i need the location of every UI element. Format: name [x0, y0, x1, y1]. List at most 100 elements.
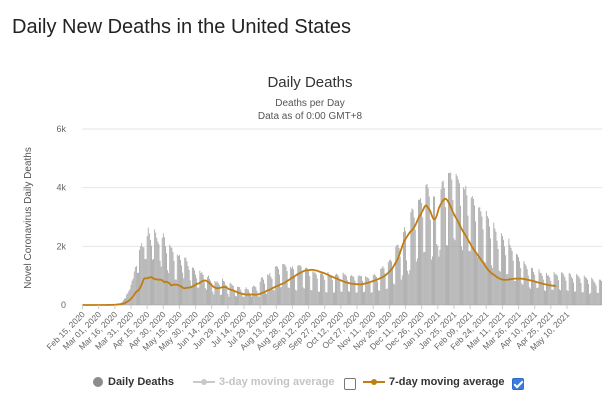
daily-deaths-bar[interactable] [475, 221, 476, 305]
daily-deaths-bar[interactable] [322, 272, 324, 305]
daily-deaths-bar[interactable] [472, 198, 474, 305]
daily-deaths-bar[interactable] [250, 295, 251, 305]
daily-deaths-bar[interactable] [128, 291, 130, 305]
daily-deaths-bar[interactable] [222, 278, 223, 305]
daily-deaths-bar[interactable] [125, 298, 126, 305]
daily-deaths-bar[interactable] [460, 205, 461, 305]
daily-deaths-bar[interactable] [536, 287, 538, 305]
daily-deaths-bar[interactable] [544, 290, 545, 305]
daily-deaths-bar[interactable] [414, 229, 416, 305]
daily-deaths-bar[interactable] [504, 246, 505, 305]
daily-deaths-bar[interactable] [492, 268, 494, 305]
daily-deaths-bar[interactable] [418, 199, 419, 305]
daily-deaths-bar[interactable] [231, 284, 233, 305]
daily-deaths-bar[interactable] [165, 246, 166, 305]
daily-deaths-bar[interactable] [126, 294, 128, 306]
daily-deaths-bar[interactable] [385, 288, 387, 305]
daily-deaths-bar[interactable] [280, 287, 282, 305]
daily-deaths-bar[interactable] [565, 280, 567, 305]
daily-deaths-bar[interactable] [525, 265, 527, 305]
daily-deaths-bar[interactable] [444, 207, 446, 305]
daily-deaths-bar[interactable] [520, 267, 522, 305]
daily-deaths-bar[interactable] [594, 283, 596, 305]
daily-deaths-bar[interactable] [286, 271, 288, 305]
daily-deaths-bar[interactable] [568, 272, 570, 305]
daily-deaths-bar[interactable] [421, 202, 423, 305]
daily-deaths-bar[interactable] [157, 241, 159, 305]
daily-deaths-bar[interactable] [533, 271, 535, 305]
daily-deaths-bar[interactable] [491, 265, 493, 305]
daily-deaths-bar[interactable] [272, 289, 274, 305]
daily-deaths-bar[interactable] [583, 275, 585, 305]
daily-deaths-bar[interactable] [252, 286, 254, 305]
daily-deaths-bar[interactable] [578, 276, 580, 305]
daily-deaths-bar[interactable] [342, 272, 344, 305]
daily-deaths-bar[interactable] [285, 266, 287, 305]
daily-deaths-bar[interactable] [312, 271, 314, 305]
daily-deaths-bar[interactable] [202, 274, 204, 305]
daily-deaths-bar[interactable] [314, 272, 316, 305]
daily-deaths-bar[interactable] [254, 286, 256, 305]
daily-deaths-bar[interactable] [244, 288, 246, 305]
daily-deaths-bar[interactable] [319, 291, 320, 305]
daily-deaths-bar[interactable] [141, 243, 143, 305]
daily-deaths-bar[interactable] [555, 274, 557, 305]
daily-deaths-bar[interactable] [458, 183, 460, 305]
daily-deaths-bar[interactable] [365, 276, 367, 305]
daily-deaths-bar[interactable] [532, 268, 533, 305]
daily-deaths-bar[interactable] [410, 212, 412, 305]
daily-deaths-bar[interactable] [541, 275, 543, 305]
daily-deaths-bar[interactable] [479, 207, 481, 305]
daily-deaths-bar[interactable] [452, 199, 454, 305]
daily-deaths-bar[interactable] [229, 282, 231, 305]
daily-deaths-bar[interactable] [326, 292, 328, 305]
daily-deaths-bar[interactable] [310, 289, 312, 305]
daily-deaths-bar[interactable] [241, 292, 243, 305]
daily-deaths-bar[interactable] [601, 281, 602, 305]
daily-deaths-bar[interactable] [523, 261, 525, 305]
daily-deaths-bar[interactable] [494, 228, 496, 305]
daily-deaths-bar[interactable] [508, 238, 510, 305]
daily-deaths-bar[interactable] [358, 275, 360, 305]
daily-deaths-bar[interactable] [384, 273, 386, 305]
daily-deaths-bar[interactable] [175, 279, 177, 305]
daily-deaths-bar[interactable] [162, 233, 164, 305]
daily-deaths-bar[interactable] [435, 218, 437, 305]
daily-deaths-bar[interactable] [181, 265, 182, 305]
daily-deaths-bar[interactable] [545, 291, 546, 305]
daily-deaths-bar[interactable] [451, 179, 453, 305]
daily-deaths-bar[interactable] [171, 247, 173, 305]
daily-deaths-bar[interactable] [474, 205, 475, 305]
daily-deaths-bar[interactable] [512, 260, 514, 305]
daily-deaths-bar[interactable] [484, 262, 486, 305]
daily-deaths-bar[interactable] [295, 289, 297, 305]
daily-deaths-bar[interactable] [521, 283, 523, 305]
daily-deaths-bar[interactable] [148, 233, 150, 305]
daily-deaths-bar[interactable] [527, 275, 529, 305]
daily-deaths-bar[interactable] [581, 292, 583, 305]
daily-deaths-bar[interactable] [498, 270, 500, 305]
daily-deaths-bar[interactable] [420, 198, 421, 305]
daily-deaths-bar[interactable] [570, 276, 572, 305]
daily-deaths-bar[interactable] [321, 273, 322, 305]
daily-deaths-bar[interactable] [388, 260, 390, 305]
daily-deaths-bar[interactable] [507, 273, 509, 305]
daily-deaths-bar[interactable] [183, 278, 185, 305]
daily-deaths-bar[interactable] [287, 287, 289, 305]
daily-deaths-bar[interactable] [409, 270, 411, 305]
daily-deaths-bar[interactable] [552, 289, 554, 305]
daily-deaths-bar[interactable] [561, 272, 563, 305]
daily-deaths-bar[interactable] [153, 258, 154, 305]
daily-deaths-bar[interactable] [524, 263, 526, 305]
daily-deaths-bar[interactable] [468, 250, 470, 305]
daily-deaths-bar[interactable] [298, 265, 300, 305]
daily-deaths-bar[interactable] [251, 296, 252, 305]
daily-deaths-bar[interactable] [308, 269, 310, 305]
daily-deaths-bar[interactable] [593, 281, 595, 305]
daily-deaths-bar[interactable] [240, 289, 242, 305]
daily-deaths-bar[interactable] [428, 196, 430, 306]
daily-deaths-bar[interactable] [408, 274, 410, 305]
daily-deaths-bar[interactable] [423, 252, 425, 305]
daily-deaths-bar[interactable] [288, 287, 290, 305]
daily-deaths-bar[interactable] [513, 280, 515, 305]
